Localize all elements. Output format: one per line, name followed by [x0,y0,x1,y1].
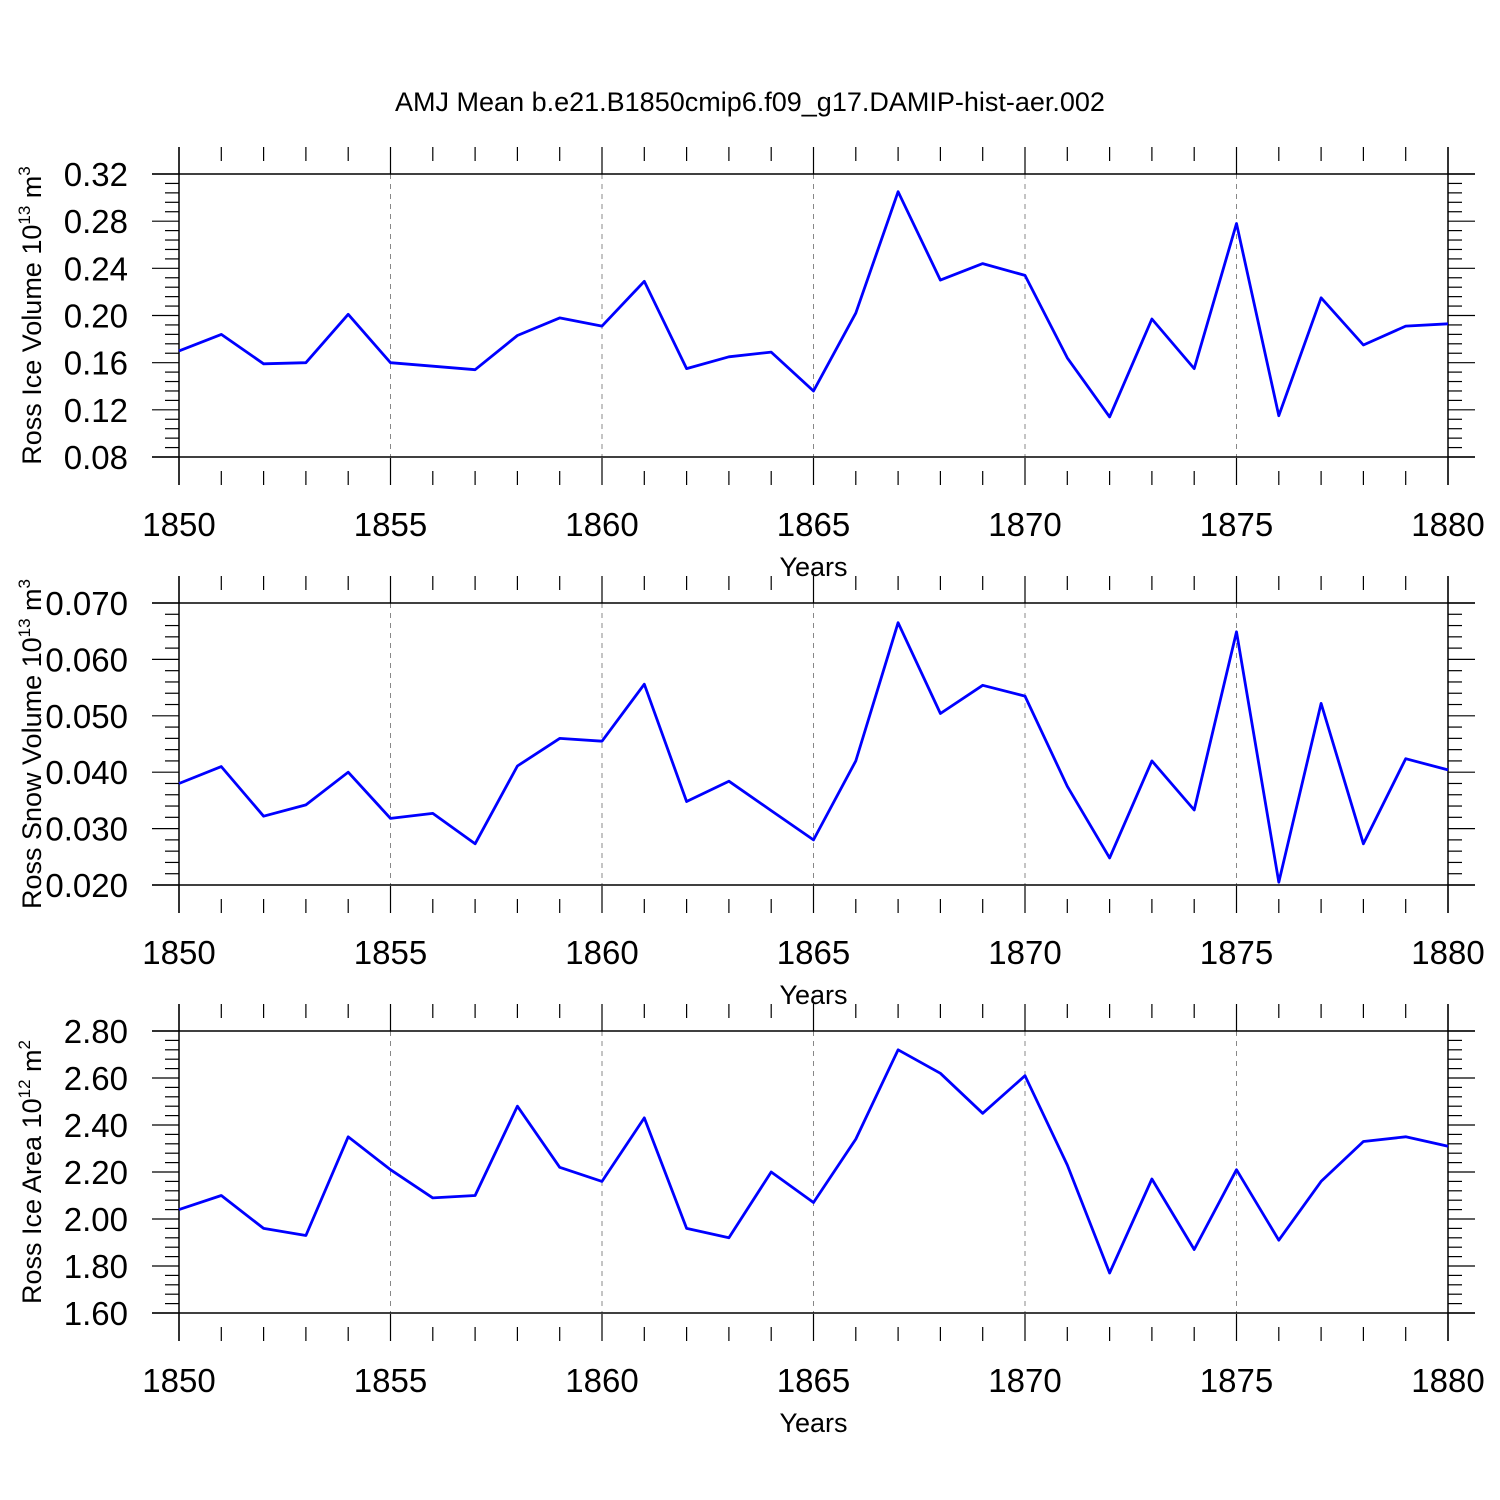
x-tick-label: 1855 [354,506,427,543]
x-tick-label: 1850 [142,934,215,971]
x-tick-label: 1880 [1411,934,1484,971]
y-tick-label: 0.030 [45,811,128,848]
x-tick-label: 1855 [354,1362,427,1399]
y-tick-label: 2.40 [64,1107,128,1144]
y-tick-label: 0.32 [64,156,128,193]
y-tick-label: 0.08 [64,439,128,476]
x-tick-label: 1850 [142,1362,215,1399]
y-axis-label: Ross Ice Area 1012 m2 [15,1040,47,1304]
panel-3: 1.60 1.80 2.00 2.20 2.40 2.60 2.80 1850 1855 1860… [15,1004,1485,1438]
y-tick-label: 0.24 [64,250,128,287]
y-tick-label: 0.050 [45,698,128,735]
panel-2: 0.020 0.030 0.040 0.050 0.060 0.070 1850 1855 18… [15,576,1485,1010]
y-tick-label: 0.020 [45,867,128,904]
panels: 0.08 0.12 0.16 0.20 0.24 0.28 0.32 1850 1855 1860… [15,147,1485,1438]
y-axis-label: Ross Ice Volume 1013 m3 [15,166,47,465]
panel-1: 0.08 0.12 0.16 0.20 0.24 0.28 0.32 1850 1855 1860… [15,147,1485,582]
y-tick-label: 0.28 [64,203,128,240]
x-axis-label: Years [779,1408,847,1438]
x-tick-label: 1880 [1411,1362,1484,1399]
x-tick-label: 1875 [1200,1362,1273,1399]
y-tick-label: 2.00 [64,1201,128,1238]
x-tick-label: 1875 [1200,934,1273,971]
x-tick-label: 1865 [777,506,850,543]
x-tick-label: 1855 [354,934,427,971]
y-tick-label: 2.60 [64,1060,128,1097]
x-tick-label: 1850 [142,506,215,543]
x-tick-label: 1865 [777,934,850,971]
x-tick-label: 1880 [1411,506,1484,543]
y-tick-label: 2.80 [64,1013,128,1050]
x-tick-label: 1860 [565,506,638,543]
x-tick-label: 1870 [988,934,1061,971]
series-line [178,190,1449,419]
y-tick-label: 0.12 [64,392,128,429]
chart-title: AMJ Mean b.e21.B1850cmip6.f09_g17.DAMIP-… [395,87,1105,117]
y-tick-label: 0.070 [45,585,128,622]
y-tick-label: 0.16 [64,345,128,382]
x-tick-label: 1870 [988,1362,1061,1399]
x-tick-label: 1865 [777,1362,850,1399]
x-tick-label: 1875 [1200,506,1273,543]
y-tick-label: 2.20 [64,1154,128,1191]
y-tick-label: 0.040 [45,754,128,791]
x-tick-label: 1860 [565,1362,638,1399]
y-tick-label: 0.060 [45,641,128,678]
x-tick-label: 1860 [565,934,638,971]
series-line [178,1048,1449,1275]
y-tick-label: 1.60 [64,1295,128,1332]
y-tick-label: 0.20 [64,298,128,335]
y-tick-label: 1.80 [64,1248,128,1285]
y-axis-label: Ross Snow Volume 1013 m3 [15,579,47,909]
x-tick-label: 1870 [988,506,1061,543]
series-line [178,621,1449,884]
